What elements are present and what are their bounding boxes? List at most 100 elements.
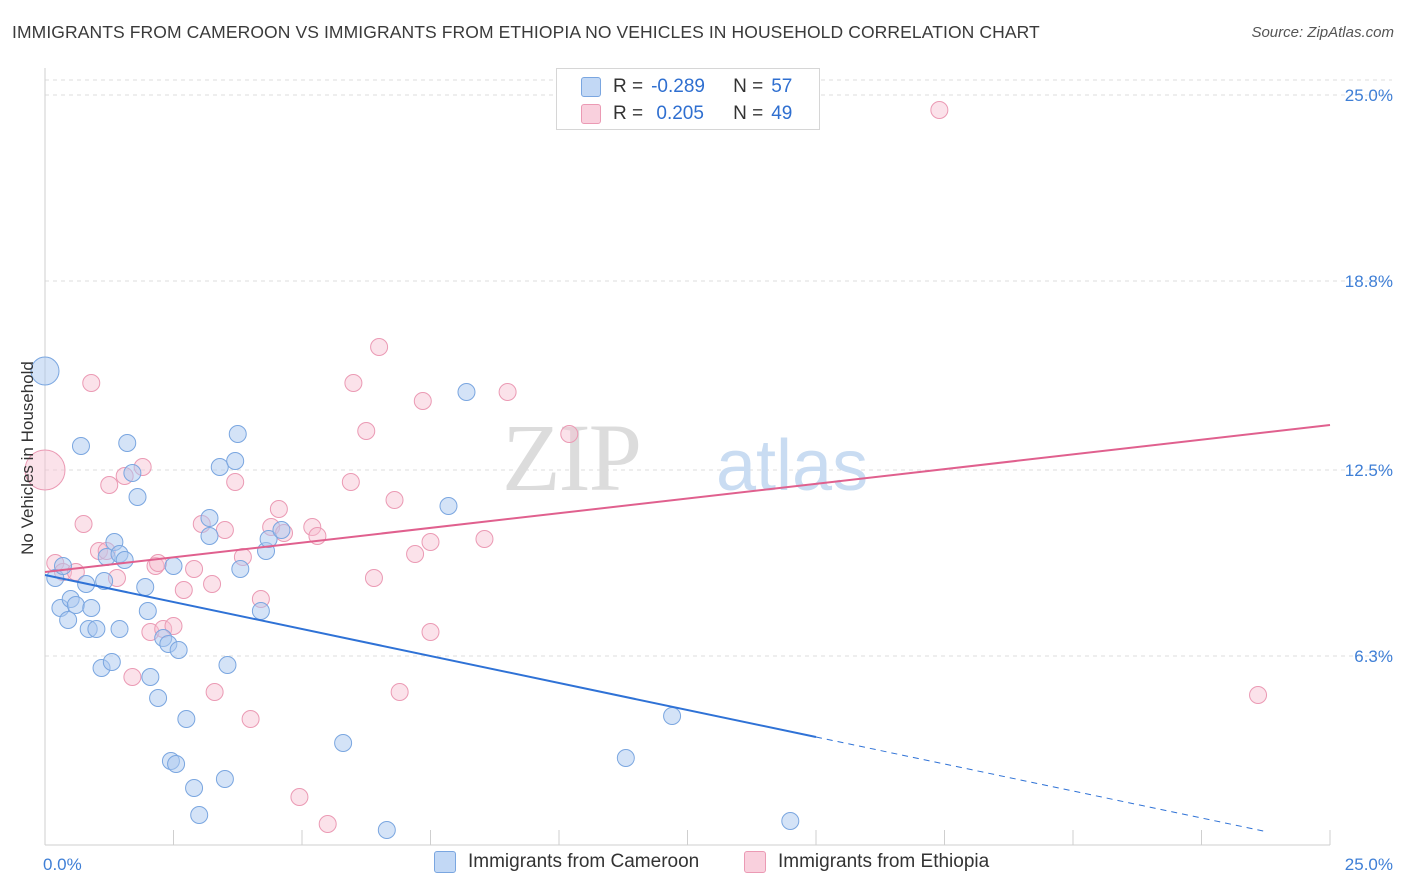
cameroon-trend-extension — [815, 736, 1264, 832]
cameroon-point — [616, 749, 635, 767]
cameroon-point — [457, 383, 476, 401]
cameroon-point — [781, 812, 800, 830]
cameroon-point — [53, 557, 72, 575]
cameroon-trend-line — [44, 574, 817, 738]
ethiopia-point — [74, 515, 93, 533]
watermark: ZIP atlas — [502, 404, 868, 511]
cameroon-point — [59, 611, 78, 629]
legend-n-label: N = — [733, 76, 764, 97]
ethiopia-point — [421, 533, 440, 551]
legend-n-value: 57 — [771, 76, 793, 97]
ethiopia-point — [385, 491, 404, 509]
ethiopia-point — [344, 374, 363, 392]
cameroon-point — [185, 779, 204, 797]
legend-n-label: N = — [733, 103, 764, 124]
cameroon-point — [115, 551, 134, 569]
cameroon-point — [141, 668, 160, 686]
ethiopia-point — [1249, 686, 1268, 704]
ethiopia-point — [560, 425, 579, 443]
legend-swatch-cameroon — [434, 851, 456, 873]
cameroon-point — [110, 620, 129, 638]
cameroon-point — [210, 458, 229, 476]
ethiopia-point — [475, 530, 494, 548]
cameroon-point — [128, 488, 147, 506]
ethiopia-point — [226, 473, 245, 491]
watermark-atlas: atlas — [716, 426, 868, 506]
y-tick-label: 25.0% — [1345, 86, 1393, 105]
tick-labels: 6.3% 12.5% 18.8% 25.0% 0.0% 25.0% — [43, 86, 1393, 874]
ethiopia-point — [82, 374, 101, 392]
cameroon-point — [439, 497, 458, 515]
cameroon-point — [123, 464, 142, 482]
cameroon-point — [167, 755, 186, 773]
legend-row-ethiopia: R = 0.205 N = 49 — [581, 101, 792, 127]
legend-r-value: -0.289 — [651, 76, 705, 97]
ethiopia-point — [421, 623, 440, 641]
ethiopia-point — [146, 557, 165, 575]
cameroon-point — [228, 425, 247, 443]
cameroon-point — [82, 599, 101, 617]
legend-swatch-cameroon — [581, 77, 601, 97]
cameroon-point — [169, 641, 188, 659]
ethiopia-point — [149, 554, 168, 572]
cameroon-point — [259, 530, 278, 548]
cameroon-point — [87, 620, 106, 638]
axes — [44, 68, 1331, 846]
cameroon-point — [200, 509, 219, 527]
legend-swatch-ethiopia — [744, 851, 766, 873]
legend-label-ethiopia: Immigrants from Ethiopia — [778, 851, 990, 872]
watermark-zip: ZIP — [502, 404, 640, 511]
cameroon-point — [164, 557, 183, 575]
chart-title: IMMIGRANTS FROM CAMEROON VS IMMIGRANTS F… — [12, 22, 1040, 42]
cameroon-point — [377, 821, 396, 839]
y-tick-label: 6.3% — [1354, 647, 1393, 666]
legend-swatch-ethiopia — [581, 104, 601, 124]
ethiopia-point — [318, 815, 337, 833]
ethiopia-trend-line — [44, 424, 1331, 573]
ethiopia-point — [390, 683, 409, 701]
ethiopia-point — [100, 476, 119, 494]
ethiopia-point — [930, 101, 949, 119]
ethiopia-point — [413, 392, 432, 410]
ethiopia-point — [406, 545, 425, 563]
trend-lines — [44, 424, 1331, 832]
ethiopia-point — [370, 338, 389, 356]
legend-row-cameroon: R = -0.289 N = 57 — [581, 74, 792, 100]
bottom-legend-ethiopia: Immigrants from Ethiopia — [744, 851, 989, 873]
cameroon-point — [215, 770, 234, 788]
cameroon-point — [190, 806, 209, 824]
ethiopia-point — [205, 683, 224, 701]
ethiopia-point — [174, 581, 193, 599]
cameroon-point — [136, 578, 155, 596]
ethiopia-point — [215, 521, 234, 539]
cameroon-point — [218, 656, 237, 674]
cameroon-point — [102, 653, 121, 671]
ethiopia-point — [241, 710, 260, 728]
cameroon-point — [118, 434, 137, 452]
cameroon-point — [71, 437, 90, 455]
ethiopia-point — [290, 788, 309, 806]
cameroon-point — [226, 452, 245, 470]
ethiopia-point — [24, 449, 66, 491]
cameroon-point — [251, 602, 270, 620]
cameroon-point — [149, 689, 168, 707]
series-cameroon-points — [30, 356, 800, 839]
ethiopia-point — [303, 518, 322, 536]
legend-r-label: R = — [613, 103, 644, 124]
y-tick-label: 12.5% — [1345, 461, 1393, 480]
ethiopia-point — [123, 668, 142, 686]
cameroon-point — [95, 572, 114, 590]
y-tick-label: 18.8% — [1345, 272, 1393, 291]
cameroon-point — [663, 707, 682, 725]
cameroon-point — [272, 521, 291, 539]
legend-r-label: R = — [613, 76, 644, 97]
legend-r-value: 0.205 — [651, 103, 704, 124]
bottom-legend-cameroon: Immigrants from Cameroon — [434, 851, 699, 873]
cameroon-point — [200, 527, 219, 545]
cameroon-point — [138, 602, 157, 620]
cameroon-point — [30, 356, 60, 386]
x-tick-label: 0.0% — [43, 855, 82, 874]
ethiopia-point — [357, 422, 376, 440]
ethiopia-point — [341, 473, 360, 491]
